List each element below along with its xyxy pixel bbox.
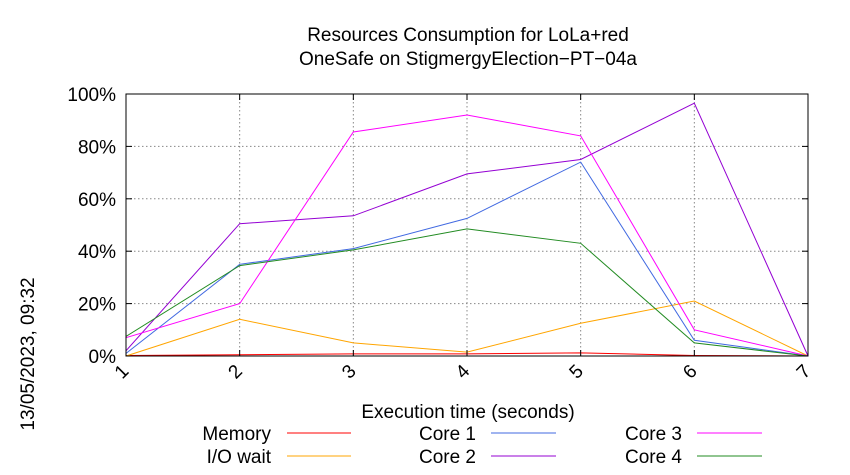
legend-label: Core 1: [419, 424, 476, 445]
chart-title-line-2: OneSafe on StigmergyElection−PT−04a: [299, 49, 637, 70]
x-axis-label: Execution time (seconds): [361, 402, 574, 423]
y-tick-label: 100%: [67, 85, 116, 106]
y-tick-label: 40%: [78, 242, 116, 263]
series-line-i-o-wait: [125, 300, 809, 357]
x-tick-label: 4: [452, 361, 475, 384]
x-tick-label: 3: [338, 361, 360, 383]
chart-title-line-1: Resources Consumption for LoLa+red: [307, 25, 629, 46]
y-tick-label: 60%: [78, 190, 116, 211]
y-tick-label: 0%: [89, 347, 117, 368]
legend-label: Core 3: [625, 424, 682, 445]
series-line-core-3: [125, 114, 809, 357]
x-tick-label: 5: [566, 361, 588, 383]
series-line-core-4: [125, 228, 809, 357]
series-line-core-2: [125, 102, 809, 357]
y-tick-label: 80%: [78, 137, 116, 158]
timestamp-label: 13/05/2023, 09:32: [18, 277, 39, 430]
y-tick-label: 20%: [78, 295, 116, 316]
legend-label: I/O wait: [207, 447, 272, 468]
x-tick-label: 2: [225, 361, 247, 383]
plot-frame: [125, 93, 809, 357]
series-line-core-1: [125, 161, 809, 357]
legend-label: Memory: [202, 424, 271, 445]
x-tick-label: 6: [679, 361, 701, 383]
x-tick-label: 7: [793, 361, 815, 383]
legend-label: Core 2: [419, 447, 476, 468]
chart-grid: [126, 94, 808, 356]
legend-label: Core 4: [625, 447, 682, 468]
